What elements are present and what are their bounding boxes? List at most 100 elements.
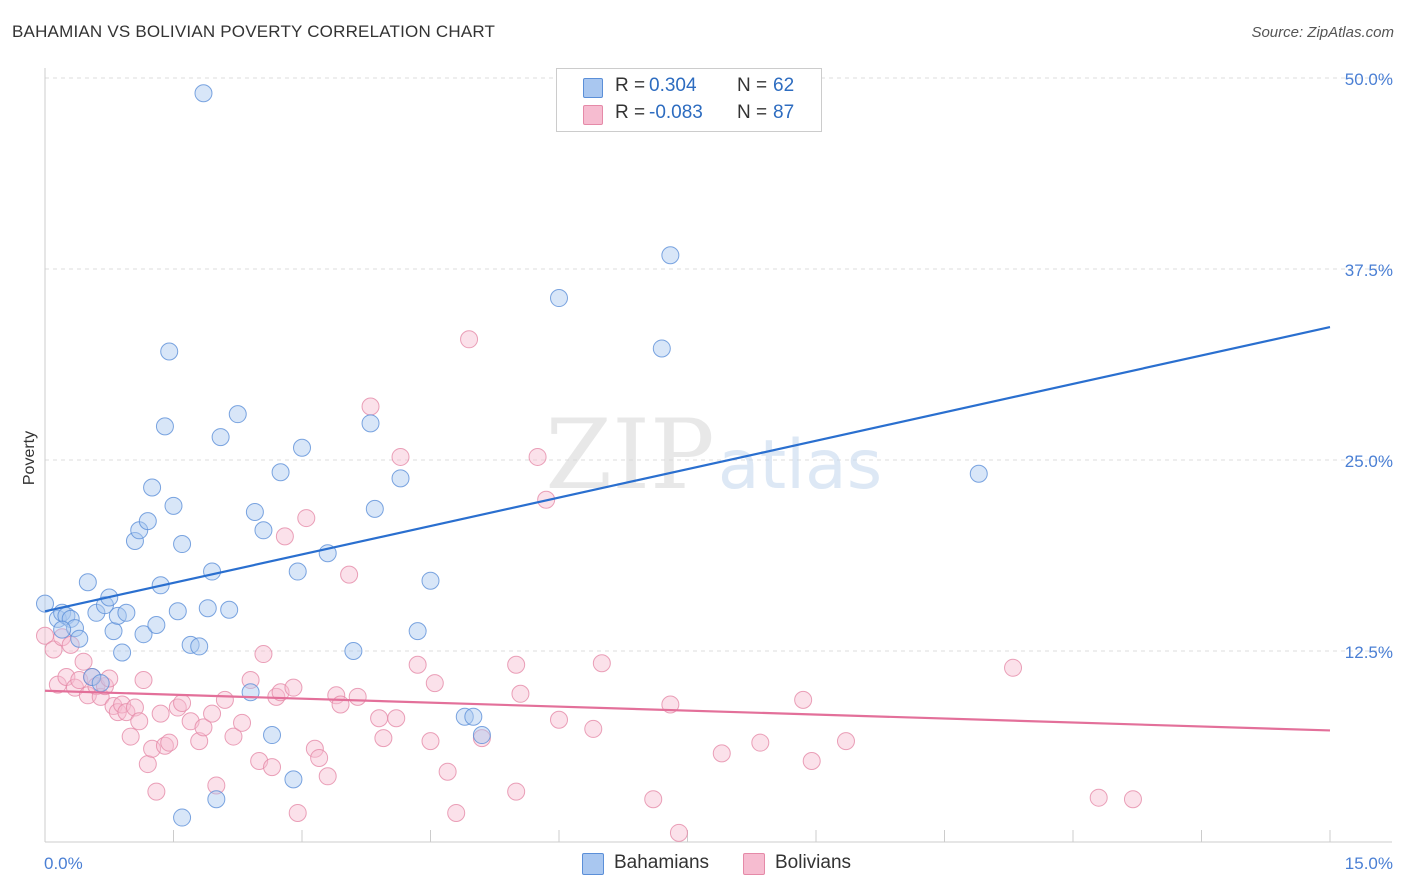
bolivian-point	[340, 565, 359, 584]
bolivian-point	[391, 447, 410, 466]
bolivian-point	[190, 732, 209, 751]
bahamian-point	[194, 84, 213, 103]
bahamian-point	[293, 438, 311, 457]
bolivian-point	[125, 698, 144, 717]
chart-title: BAHAMIAN VS BOLIVIAN POVERTY CORRELATION…	[12, 22, 496, 41]
bolivian-point	[275, 527, 294, 546]
bahamian-point	[36, 594, 54, 613]
bahamian-point	[472, 726, 491, 745]
bolivian-point	[138, 755, 157, 774]
bolivian-point	[305, 739, 324, 758]
bahamian-point	[391, 469, 410, 488]
x-tick-label: 0.0%	[44, 854, 83, 873]
bolivian-point	[224, 727, 243, 746]
bahamian-series	[36, 84, 988, 827]
bahamian-point	[78, 573, 97, 592]
r-label: R =	[615, 102, 646, 123]
bolivian-point	[117, 703, 136, 722]
bolivian-point	[592, 654, 611, 673]
bolivian-point	[1004, 658, 1023, 677]
bolivian-point	[1089, 788, 1108, 807]
bahamian-legend-label: Bahamians	[614, 852, 710, 873]
bahamian-point	[969, 464, 988, 483]
bolivian-point	[318, 767, 337, 786]
bahamian-point	[661, 246, 680, 265]
bahamian-point	[53, 620, 72, 639]
bahamian-point	[143, 478, 162, 497]
y-axis-label: Poverty	[21, 431, 38, 485]
bahamian-legend-swatch	[582, 853, 604, 875]
bolivian-legend-swatch	[743, 853, 765, 875]
bolivian-point	[507, 655, 526, 674]
r-label: R =	[615, 75, 646, 96]
bahamian-swatch	[583, 78, 603, 98]
bolivian-n-value: 87	[773, 102, 795, 123]
bolivian-trend-line	[44, 689, 1331, 732]
bahamian-point	[164, 496, 183, 515]
bolivian-point	[511, 684, 530, 703]
bolivian-point	[151, 704, 170, 723]
bahamian-point	[550, 289, 568, 308]
bahamian-point	[138, 512, 157, 531]
y-tick-label: 25.0%	[1345, 452, 1393, 471]
bolivian-point	[74, 652, 93, 671]
watermark-zip: ZIP	[545, 399, 714, 511]
bahamian-point	[160, 342, 179, 361]
axes	[44, 68, 1392, 843]
bolivian-point	[310, 748, 329, 767]
bahamian-point	[361, 414, 380, 433]
bolivian-point	[207, 776, 226, 795]
n-label: N =	[737, 102, 768, 123]
bolivian-point	[297, 509, 316, 528]
bolivian-point	[374, 729, 393, 748]
bolivian-point	[215, 690, 234, 709]
n-label: N =	[737, 75, 768, 96]
bolivian-r-value: -0.083	[649, 102, 703, 123]
bahamian-point	[421, 571, 440, 590]
bahamian-point	[113, 643, 132, 662]
bahamian-trend-line	[44, 325, 1331, 613]
bahamian-point	[365, 499, 384, 518]
bahamian-point	[220, 600, 239, 619]
bolivian-series	[36, 330, 1142, 842]
bolivian-point	[288, 803, 307, 822]
bahamian-point	[408, 622, 427, 641]
bahamian-point	[203, 562, 222, 581]
bolivian-point	[644, 790, 663, 809]
bolivian-point	[425, 674, 444, 693]
bahamian-point	[254, 521, 273, 540]
bahamian-point	[173, 535, 192, 554]
bahamian-point	[198, 599, 217, 618]
bahamian-point	[155, 417, 174, 436]
bahamian-point	[228, 405, 247, 424]
bolivian-point	[669, 823, 688, 842]
bolivian-point	[802, 752, 821, 771]
bahamian-point	[271, 463, 290, 482]
bahamian-n-value: 62	[773, 75, 795, 96]
bolivian-point	[160, 733, 179, 752]
bolivian-point	[130, 712, 149, 731]
bahamian-r-value: 0.304	[649, 75, 697, 96]
gridlines	[45, 77, 1392, 652]
bahamian-point	[125, 531, 144, 550]
bolivian-point	[147, 782, 166, 801]
y-tick-label: 50.0%	[1345, 70, 1393, 89]
bahamian-point	[117, 603, 136, 622]
y-tick-label: 12.5%	[1345, 643, 1393, 662]
bolivian-point	[1123, 790, 1142, 809]
bahamian-point	[104, 622, 123, 641]
bolivian-point	[836, 732, 855, 751]
bahamian-point	[91, 674, 110, 693]
bahamian-point	[70, 629, 89, 648]
bolivian-point	[421, 732, 440, 751]
bolivian-point	[387, 709, 406, 728]
y-tick-label: 37.5%	[1345, 261, 1393, 280]
bolivian-point	[173, 693, 192, 712]
bolivian-point	[348, 687, 367, 706]
bolivian-point	[203, 704, 222, 723]
bolivian-point	[460, 330, 479, 349]
bolivian-point	[284, 678, 303, 697]
bolivian-point	[241, 671, 260, 690]
bolivian-swatch	[583, 105, 603, 125]
